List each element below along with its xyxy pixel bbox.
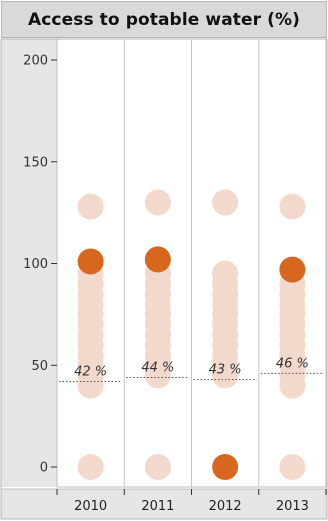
chart-title-bar: Access to potable water (%): [1, 1, 327, 38]
y-axis-panel: [1, 39, 57, 487]
x-tick-label: 2012: [209, 499, 242, 514]
average-label: 46 %: [276, 356, 309, 371]
highlighted-point: [279, 256, 306, 283]
average-label: 43 %: [209, 362, 242, 377]
y-tick-label: 0: [40, 461, 48, 476]
faded-point: [77, 454, 104, 480]
faded-point: [212, 260, 239, 287]
highlighted-point: [144, 246, 171, 273]
y-tick-label: 50: [31, 359, 48, 374]
x-tick-label: 2013: [276, 499, 309, 514]
y-tick-label: 100: [23, 257, 48, 272]
faded-point: [279, 193, 306, 220]
average-label: 42 %: [74, 365, 107, 380]
faded-point: [212, 189, 239, 216]
x-tick-label: 2010: [74, 499, 107, 514]
chart-border: [0, 38, 328, 520]
faded-point: [77, 193, 104, 220]
faded-point: [144, 454, 171, 480]
y-tick-label: 150: [23, 155, 48, 170]
average-label: 44 %: [141, 360, 174, 375]
faded-point: [144, 189, 171, 216]
faded-point: [279, 454, 306, 480]
y-tick-label: 200: [23, 54, 48, 69]
highlighted-point: [77, 248, 104, 275]
x-tick-label: 2011: [141, 499, 174, 514]
highlighted-point: [212, 454, 239, 480]
chart-title: Access to potable water (%): [27, 9, 301, 30]
